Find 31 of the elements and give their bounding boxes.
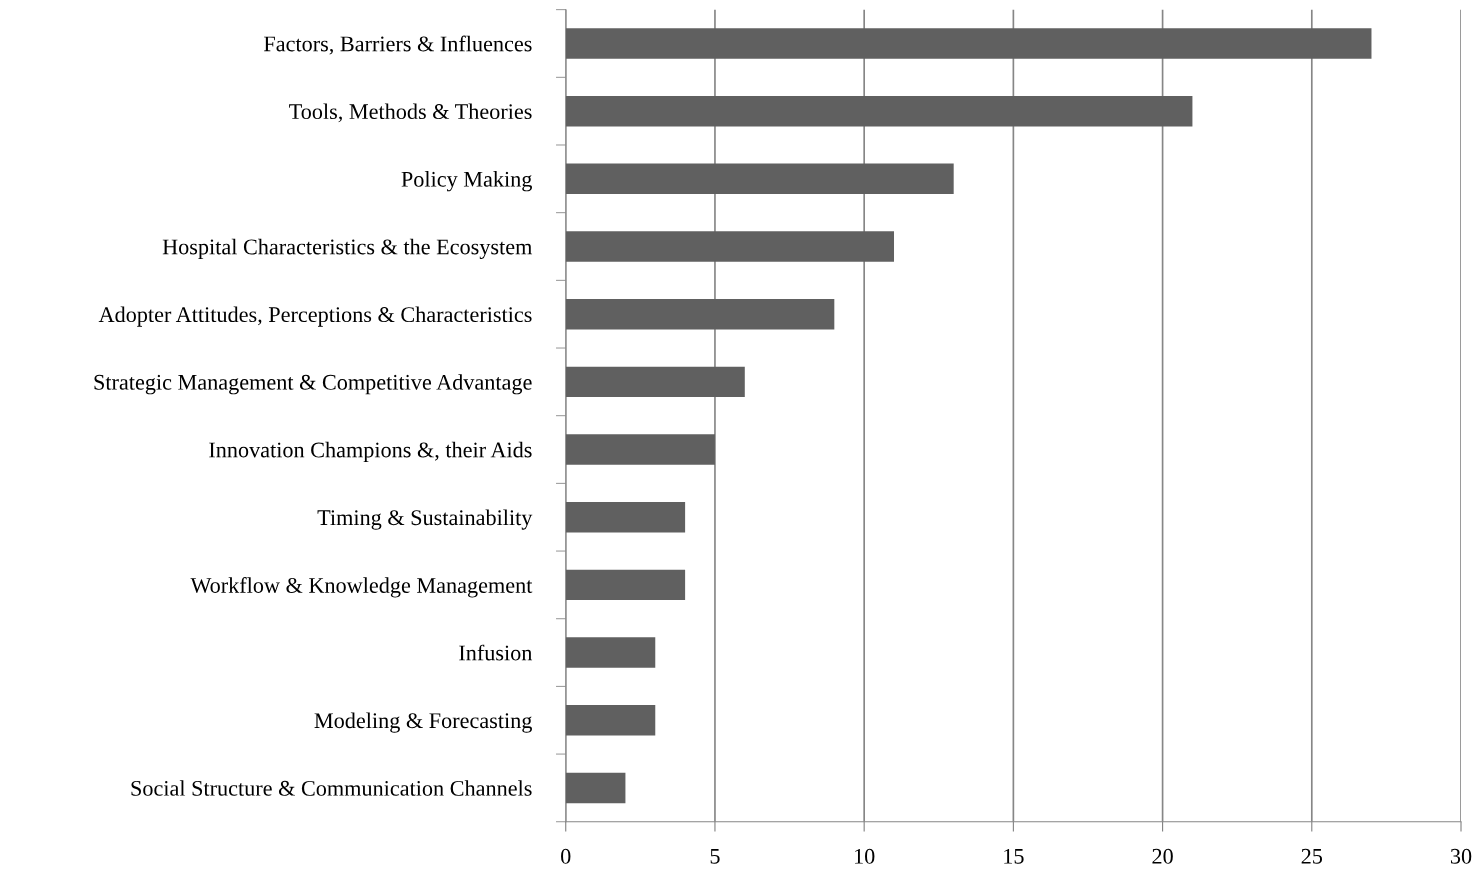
y-tick-label: Modeling & Forecasting [314,712,532,733]
bar [565,163,954,195]
x-tick-label: 20 [1152,848,1173,864]
bar [565,772,626,804]
bar [565,569,686,601]
bar [565,95,1193,127]
bar [565,28,1372,59]
x-tick-label: 10 [855,848,875,864]
bar [565,501,686,533]
y-tick-label: Hospital Characteristics & the Ecosystem [162,238,533,260]
x-tick-label: 30 [1450,848,1472,864]
y-tick-label: Adopter Attitudes, Perceptions & Characteristics [98,306,532,327]
bar [565,637,656,668]
x-tick-label: 5 [710,849,720,864]
x-tick-label: 25 [1301,848,1323,864]
y-tick-label: Timing & Sustainability [317,509,533,530]
y-tick-label: Infusion [459,644,533,661]
y-tick-label: Tools, Methods & Theories [289,103,532,123]
y-tick-label: Policy Making [401,171,532,192]
bar [565,231,895,262]
y-tick-label: Workflow & Knowledge Management [190,577,533,598]
bar [565,366,745,398]
y-tick-label: Innovation Champions &, their Aids [209,441,532,462]
y-tick-label: Strategic Management & Competitive Advantage [94,374,532,395]
y-tick-label: Social Structure & Communication Channels [131,780,532,796]
x-tick-label: 15 [1004,848,1024,864]
bar [565,705,656,736]
bar [565,298,835,330]
y-tick-label: Factors, Barriers & Influences [264,35,532,55]
x-tick-label: 0 [561,848,571,864]
bar [565,434,715,465]
